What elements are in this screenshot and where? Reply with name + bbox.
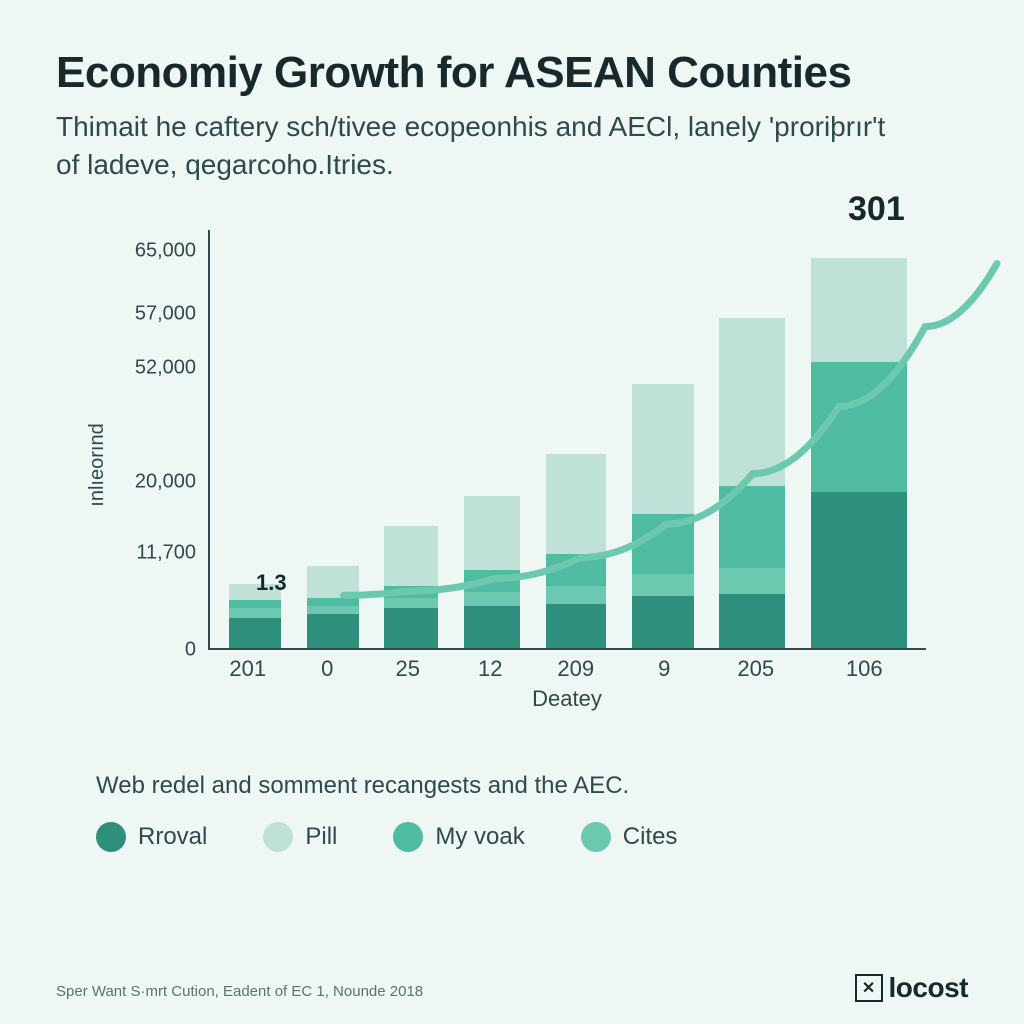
bar-segment-cites	[632, 574, 694, 596]
y-tick: 52,000	[135, 357, 196, 380]
bar-segment-myvoak	[632, 514, 694, 574]
y-tick: 57,000	[135, 302, 196, 325]
x-label: 12	[462, 656, 518, 682]
legend-item-pill: Pill	[263, 822, 337, 852]
bar-segment-myvoak	[719, 486, 785, 568]
x-label: 0	[301, 656, 353, 682]
bar-segment-pill	[384, 526, 438, 586]
y-tick: 65,000	[135, 239, 196, 262]
bar-segment-rroval	[229, 618, 281, 648]
legend-swatch	[581, 822, 611, 852]
bar-segment-pill	[811, 258, 907, 362]
footer-source: Sper Want S·mrt Cution, Eadent of EC 1, …	[56, 983, 423, 1000]
bar-segment-myvoak	[307, 598, 359, 606]
bar-segment-rroval	[307, 614, 359, 648]
bar-column	[464, 496, 520, 648]
bar-segment-myvoak	[229, 600, 281, 608]
bar-segment-rroval	[546, 604, 606, 648]
x-label: 201	[222, 656, 274, 682]
bar-segment-pill	[307, 566, 359, 598]
legend-swatch	[263, 822, 293, 852]
bar-segment-cites	[464, 592, 520, 606]
page-subtitle: Thimait he caftery sch/tivee ecopeonhis …	[56, 108, 906, 184]
bar-segment-cites	[307, 606, 359, 614]
legend-label: Cites	[623, 823, 678, 851]
bar-column	[632, 384, 694, 648]
x-label: 205	[723, 656, 789, 682]
logo-icon: ✕	[855, 974, 883, 1002]
x-axis-label: Deatey	[208, 686, 926, 712]
y-tick: 11,700	[136, 541, 196, 564]
legend-label: Pill	[305, 823, 337, 851]
bar-segment-rroval	[384, 608, 438, 648]
chart: ınlıeorınd 65,00057,00052,00020,00011,70…	[96, 230, 926, 700]
bar-segment-cites	[229, 608, 281, 618]
x-label: 209	[546, 656, 606, 682]
page-title: Economiy Growth for ASEAN Counties	[56, 48, 968, 98]
logo: ✕ locost	[855, 972, 968, 1004]
bar-segment-rroval	[719, 594, 785, 648]
bar-segment-cites	[546, 586, 606, 604]
bar-segment-cites	[384, 598, 438, 608]
bar-segment-myvoak	[811, 362, 907, 492]
bar-segment-pill	[632, 384, 694, 514]
bar-column	[546, 454, 606, 648]
legend-item-myvoak: My voak	[393, 822, 524, 852]
bar-column	[811, 258, 907, 648]
legend-label: Rroval	[138, 823, 207, 851]
bar-segment-rroval	[811, 492, 907, 648]
legend-swatch	[96, 822, 126, 852]
legend-label: My voak	[435, 823, 524, 851]
plot-area	[208, 230, 926, 650]
logo-text: locost	[889, 972, 968, 1004]
bar-column	[384, 526, 438, 648]
x-label: 9	[633, 656, 695, 682]
bar-segment-pill	[719, 318, 785, 486]
bar-segment-myvoak	[384, 586, 438, 598]
x-label: 25	[381, 656, 435, 682]
y-tick: 0	[185, 638, 196, 661]
bar-column	[719, 318, 785, 648]
chart-caption: Web redel and somment recangests and the…	[96, 772, 968, 800]
legend-item-rroval: Rroval	[96, 822, 207, 852]
legend-item-cites: Cites	[581, 822, 678, 852]
bar-segment-myvoak	[546, 554, 606, 586]
bar-segment-pill	[546, 454, 606, 554]
x-label: 106	[816, 656, 912, 682]
y-axis-label: ınlıeorınd	[86, 423, 109, 506]
bar-column	[307, 566, 359, 648]
legend: Rroval Pill My voak Cites	[96, 822, 968, 852]
bar-segment-pill	[464, 496, 520, 570]
y-ticks: 65,00057,00052,00020,00011,7000	[116, 230, 196, 650]
x-labels: 201 0 25 12 209 9 205 106	[208, 656, 926, 682]
callout-top-value: 301	[848, 190, 905, 229]
bar-segment-rroval	[464, 606, 520, 648]
callout-start-value: 1.3	[256, 570, 287, 596]
bar-segment-rroval	[632, 596, 694, 648]
legend-swatch	[393, 822, 423, 852]
y-tick: 20,000	[135, 470, 196, 493]
bar-segment-cites	[719, 568, 785, 594]
bar-segment-myvoak	[464, 570, 520, 592]
